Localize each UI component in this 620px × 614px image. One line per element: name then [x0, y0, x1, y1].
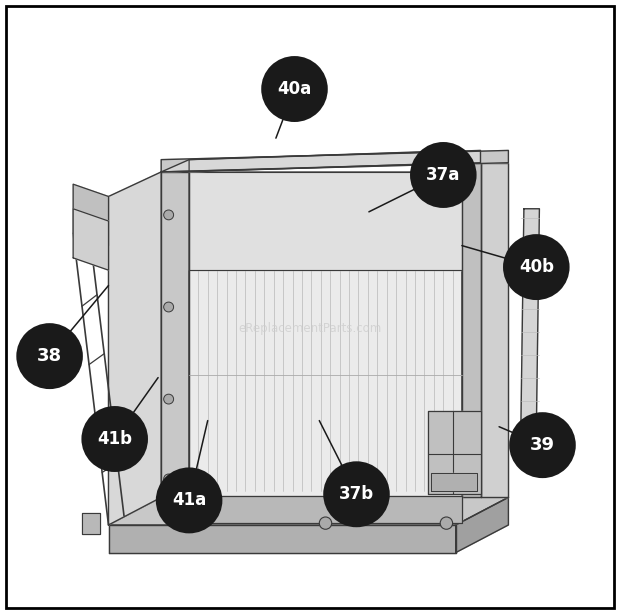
Polygon shape	[161, 172, 189, 497]
Circle shape	[164, 210, 174, 220]
Circle shape	[157, 468, 221, 532]
Circle shape	[262, 57, 327, 121]
Polygon shape	[161, 150, 508, 172]
Circle shape	[440, 517, 453, 529]
Circle shape	[164, 394, 174, 404]
Text: 40b: 40b	[519, 258, 554, 276]
Circle shape	[82, 407, 147, 471]
Polygon shape	[108, 172, 161, 525]
Text: 38: 38	[37, 347, 62, 365]
Polygon shape	[456, 497, 508, 553]
Polygon shape	[189, 496, 462, 523]
Text: 41a: 41a	[172, 491, 206, 510]
Polygon shape	[82, 513, 100, 534]
Polygon shape	[431, 473, 477, 491]
Text: 37b: 37b	[339, 485, 374, 503]
Polygon shape	[521, 209, 539, 433]
Polygon shape	[428, 411, 480, 494]
Polygon shape	[73, 209, 108, 270]
Circle shape	[164, 474, 174, 484]
Text: 37a: 37a	[426, 166, 461, 184]
Polygon shape	[189, 150, 462, 172]
Text: 41b: 41b	[97, 430, 132, 448]
Polygon shape	[189, 172, 462, 497]
Circle shape	[319, 517, 332, 529]
Text: eReplacementParts.com: eReplacementParts.com	[238, 322, 382, 335]
Text: 39: 39	[530, 436, 555, 454]
Text: 40a: 40a	[277, 80, 312, 98]
Circle shape	[510, 413, 575, 477]
Polygon shape	[108, 497, 508, 525]
Circle shape	[324, 462, 389, 526]
Polygon shape	[462, 163, 480, 497]
Polygon shape	[161, 150, 480, 172]
Polygon shape	[73, 184, 108, 246]
Circle shape	[411, 143, 476, 207]
Circle shape	[17, 324, 82, 388]
Circle shape	[164, 302, 174, 312]
Polygon shape	[480, 163, 508, 497]
Polygon shape	[189, 172, 462, 270]
Polygon shape	[108, 525, 456, 553]
Circle shape	[504, 235, 569, 299]
